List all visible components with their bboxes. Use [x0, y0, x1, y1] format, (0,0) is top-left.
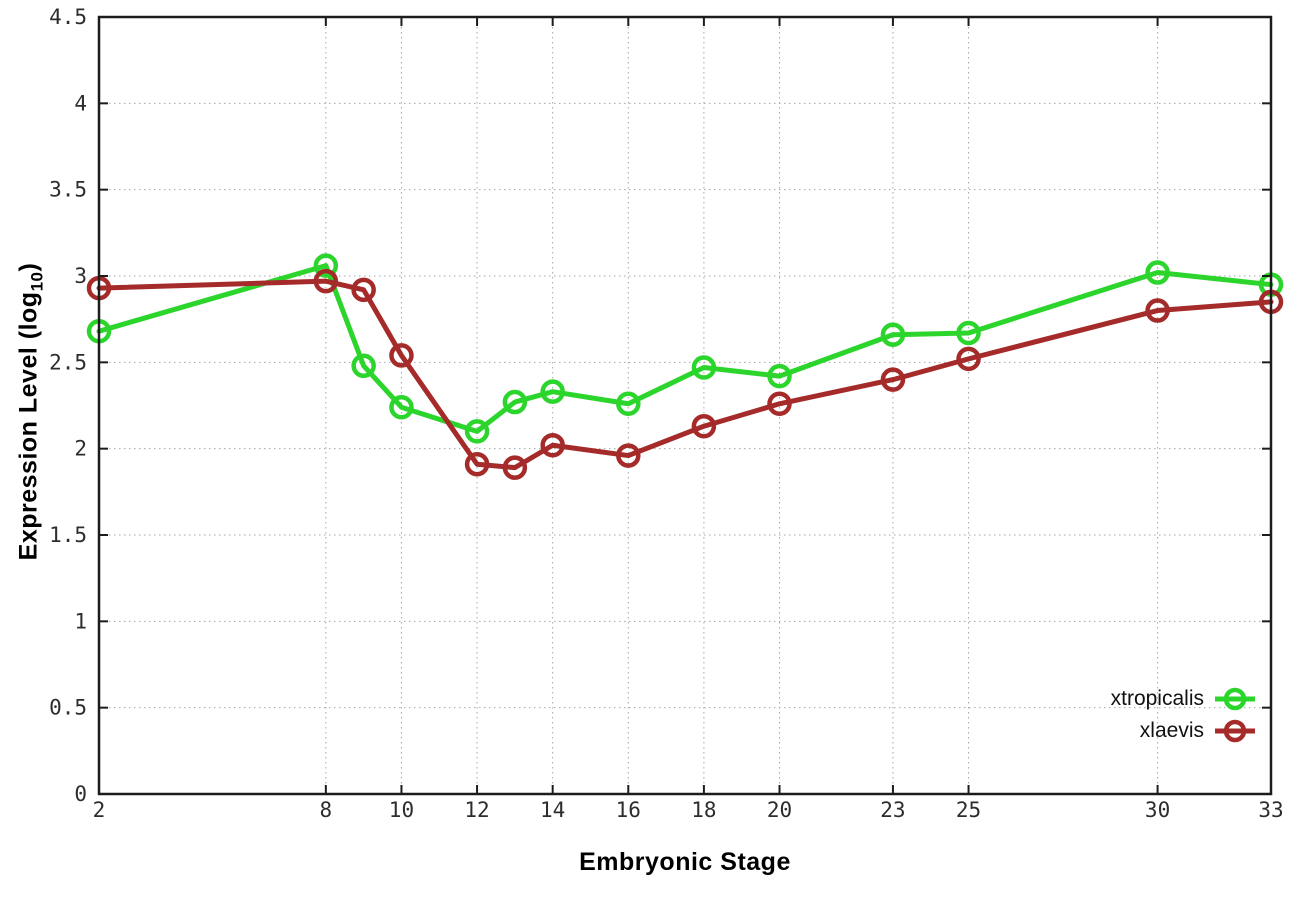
data-point-xlaevis: [691, 413, 717, 439]
data-point-xtropicalis: [691, 355, 717, 380]
y-tick-label: 4: [74, 91, 87, 115]
legend-marker-xtropicalis: [1215, 687, 1255, 711]
data-point-xtropicalis: [502, 389, 528, 415]
x-tick-label: 10: [389, 798, 414, 822]
series-line-xtropicalis: [96, 263, 1274, 434]
y-tick-label: 3.5: [49, 178, 87, 202]
plot-border: [97, 15, 1273, 796]
legend-item-xtropicalis: xtropicalis: [1111, 683, 1256, 715]
x-tick-label: 30: [1145, 798, 1170, 822]
legend: xtropicalis xlaevis: [1111, 683, 1256, 747]
data-point-xlaevis: [351, 277, 376, 303]
legend-label-xtropicalis: xtropicalis: [1110, 687, 1204, 710]
y-axis-title-text: Expression Level (log: [14, 290, 43, 560]
data-point-xlaevis: [616, 443, 641, 468]
y-tick-label: 2: [74, 437, 87, 461]
data-point-xtropicalis: [1145, 260, 1170, 285]
data-point-xlaevis: [313, 268, 339, 294]
y-axis-title-subscript: 10: [27, 270, 47, 291]
data-point-xtropicalis: [616, 391, 641, 417]
x-tick-label: 14: [540, 798, 565, 822]
data-point-xtropicalis: [767, 363, 792, 389]
x-tick-label: 20: [767, 798, 792, 822]
series-line-xlaevis: [96, 278, 1274, 471]
x-tick-label: 8: [320, 798, 333, 822]
data-point-xlaevis: [540, 432, 565, 458]
data-point-xlaevis: [464, 451, 490, 477]
data-point-xtropicalis: [313, 253, 339, 278]
legend-circle-marker: [1223, 687, 1247, 711]
data-point-xtropicalis: [956, 320, 981, 346]
legend-circle-marker: [1223, 719, 1247, 743]
data-point-xtropicalis: [464, 419, 490, 444]
x-tick-label: 23: [880, 798, 905, 822]
x-tick-label: 2: [93, 798, 106, 822]
data-point-xlaevis: [1145, 298, 1170, 323]
y-tick-label: 1: [74, 609, 87, 633]
data-point-xlaevis: [880, 367, 906, 392]
data-point-xlaevis: [389, 343, 414, 368]
y-axis-title: Expression Level (log10): [15, 262, 48, 560]
legend-marker-xlaevis: [1215, 719, 1255, 743]
legend-label-xlaevis: xlaevis: [1139, 719, 1204, 742]
y-tick-label: 2.5: [49, 350, 87, 374]
y-axis-title-suffix: ): [14, 262, 43, 271]
y-tick-label: 4.5: [49, 5, 87, 29]
x-tick-label: 33: [1258, 798, 1283, 822]
x-tick-label: 18: [691, 798, 716, 822]
x-tick-label: 12: [464, 798, 489, 822]
data-point-xlaevis: [502, 455, 528, 480]
y-tick-label: 0: [74, 782, 87, 806]
legend-item-xlaevis: xlaevis: [1140, 715, 1256, 747]
data-point-xtropicalis: [540, 379, 565, 404]
x-axis-title: Embryonic Stage: [579, 848, 791, 876]
y-tick-label: 0.5: [49, 696, 87, 720]
y-tick-label: 1.5: [49, 523, 87, 547]
data-point-xtropicalis: [351, 353, 376, 379]
x-tick-label: 25: [956, 798, 981, 822]
data-point-xtropicalis: [389, 394, 414, 420]
data-point-xtropicalis: [880, 322, 906, 347]
data-point-xlaevis: [956, 346, 981, 372]
x-tick-label: 16: [616, 798, 641, 822]
y-tick-label: 3: [74, 264, 87, 288]
data-point-xlaevis: [767, 391, 792, 417]
